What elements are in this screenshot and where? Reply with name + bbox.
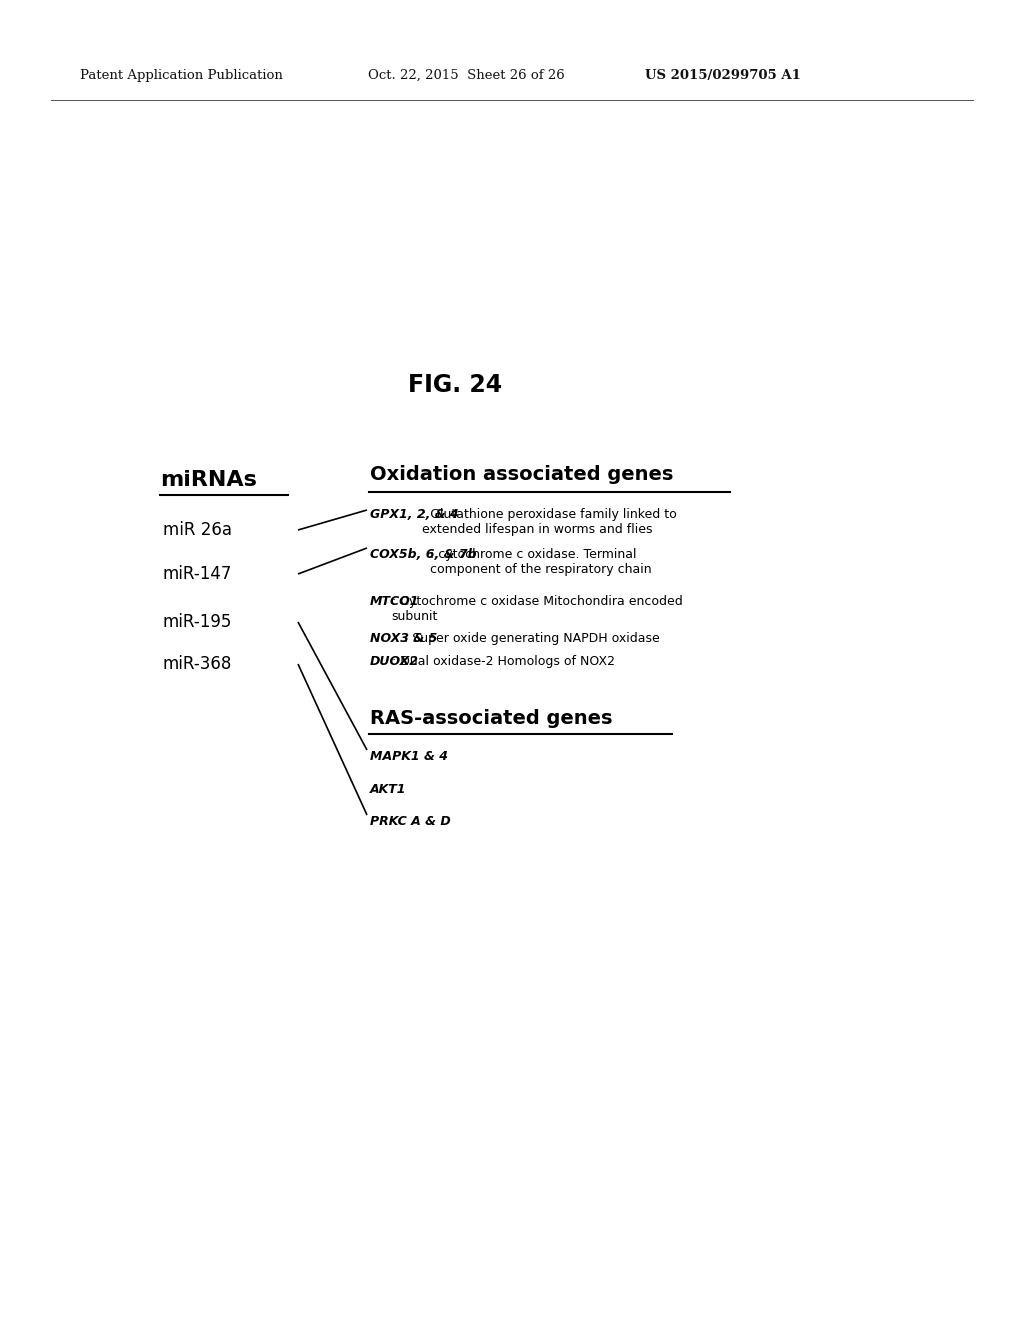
Text: US 2015/0299705 A1: US 2015/0299705 A1 xyxy=(645,69,801,82)
Text: COX5b, 6, & 7b: COX5b, 6, & 7b xyxy=(370,548,476,561)
Text: : Super oxide generating NAPDH oxidase: : Super oxide generating NAPDH oxidase xyxy=(404,632,660,645)
Text: Oxidation associated genes: Oxidation associated genes xyxy=(370,466,674,484)
Text: NOX3 & 5: NOX3 & 5 xyxy=(370,632,437,645)
Text: miR 26a: miR 26a xyxy=(163,521,232,539)
Text: miR-368: miR-368 xyxy=(163,655,232,673)
Text: : Glutathione peroxidase family linked to
extended lifespan in worms and flies: : Glutathione peroxidase family linked t… xyxy=(422,508,677,536)
Text: PRKC A & D: PRKC A & D xyxy=(370,814,451,828)
Text: : Dual oxidase-2 Homologs of NOX2: : Dual oxidase-2 Homologs of NOX2 xyxy=(391,655,614,668)
Text: FIG. 24: FIG. 24 xyxy=(408,374,502,397)
Text: : Cytochrome c oxidase Mitochondira encoded
subunit: : Cytochrome c oxidase Mitochondira enco… xyxy=(391,595,682,623)
Text: MTCO1: MTCO1 xyxy=(370,595,420,609)
Text: AKT1: AKT1 xyxy=(370,783,407,796)
Text: : cytochrome c oxidase. Terminal
component of the respiratory chain: : cytochrome c oxidase. Terminal compone… xyxy=(430,548,652,576)
Text: miR-195: miR-195 xyxy=(163,612,232,631)
Text: DUOX2: DUOX2 xyxy=(370,655,419,668)
Text: RAS-associated genes: RAS-associated genes xyxy=(370,709,612,727)
Text: Oct. 22, 2015  Sheet 26 of 26: Oct. 22, 2015 Sheet 26 of 26 xyxy=(368,69,565,82)
Text: miR-147: miR-147 xyxy=(163,565,232,583)
Text: MAPK1 & 4: MAPK1 & 4 xyxy=(370,750,449,763)
Text: miRNAs: miRNAs xyxy=(160,470,257,490)
Text: GPX1, 2, & 4: GPX1, 2, & 4 xyxy=(370,508,459,521)
Text: Patent Application Publication: Patent Application Publication xyxy=(80,69,283,82)
